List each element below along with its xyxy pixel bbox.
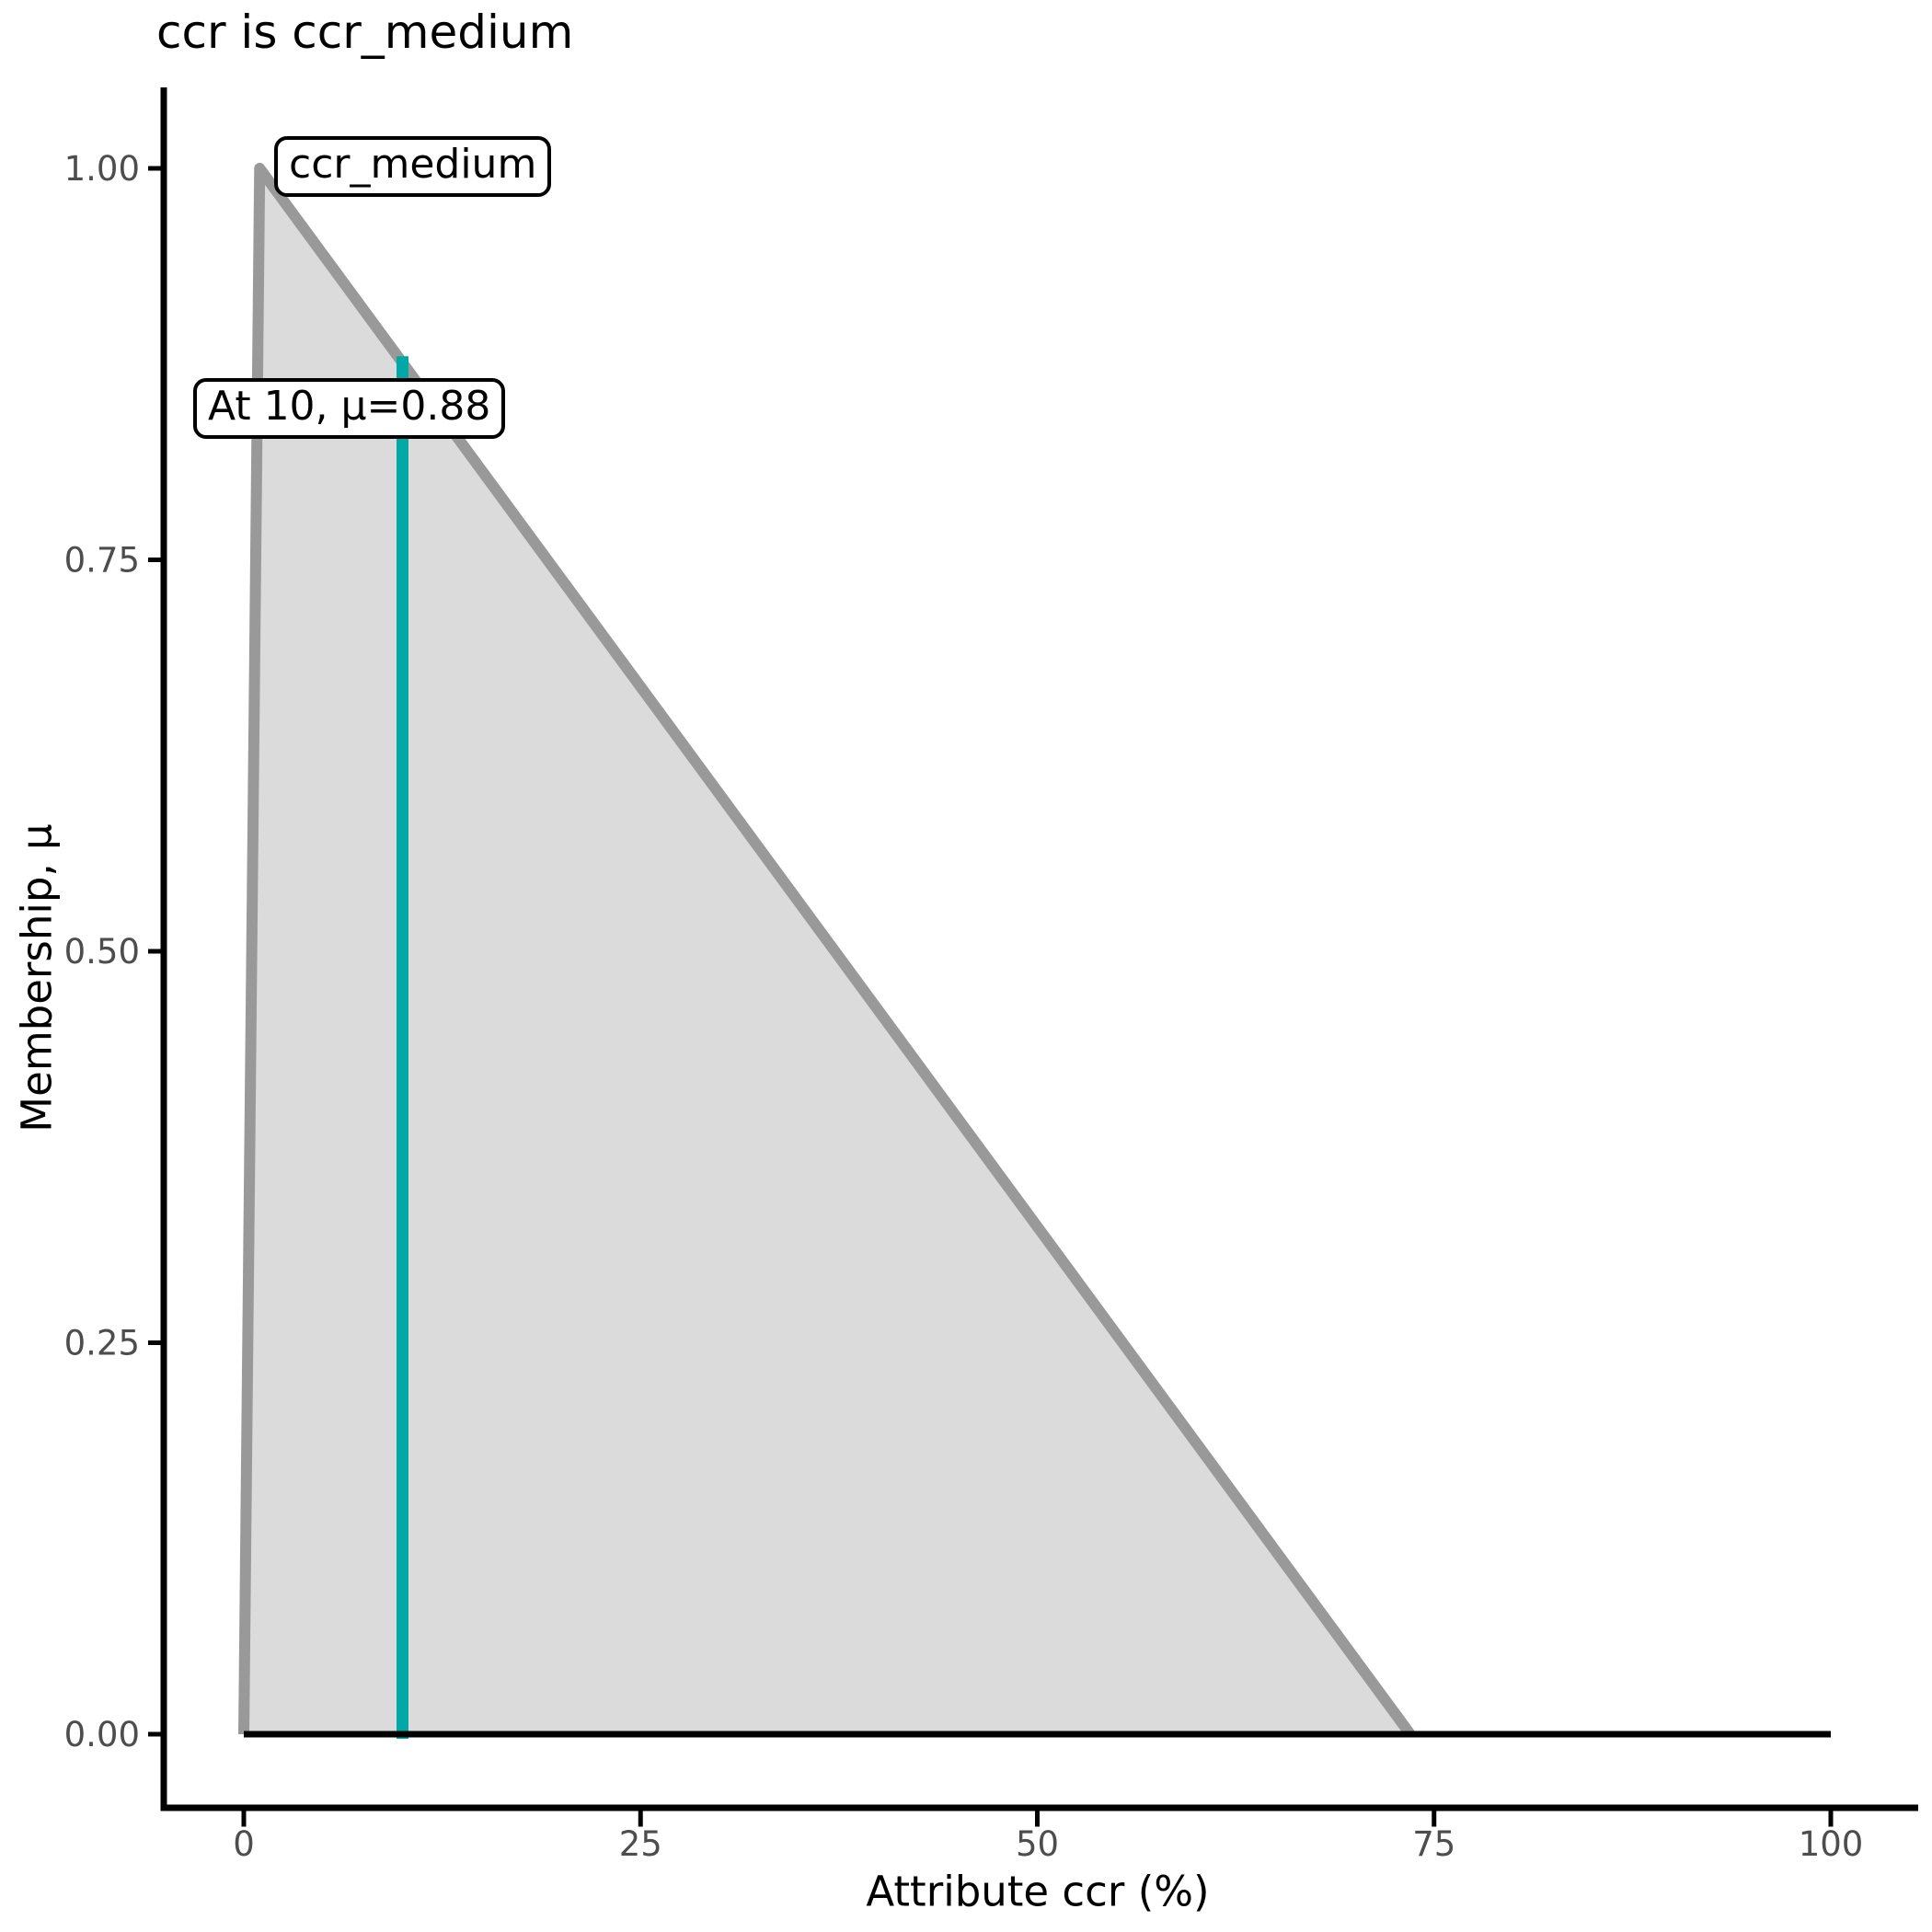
y-tick-label: 0.00 xyxy=(64,1715,140,1754)
x-tick-label: 75 xyxy=(1412,1824,1455,1864)
y-tick-label: 0.25 xyxy=(64,1324,140,1363)
y-tick-label: 0.50 xyxy=(64,932,140,972)
x-tick-label: 100 xyxy=(1799,1824,1864,1864)
membership-outline xyxy=(238,163,1415,1738)
set-name-annotation: ccr_medium xyxy=(274,136,552,197)
membership-value-annotation: At 10, μ=0.88 xyxy=(193,378,506,439)
y-tick-label: 1.00 xyxy=(64,149,140,189)
x-tick-label: 50 xyxy=(1016,1824,1059,1864)
plot-title: ccr is ccr_medium xyxy=(156,6,574,59)
x-axis-title: Attribute ccr (%) xyxy=(866,1867,1210,1916)
y-tick-label: 0.75 xyxy=(64,541,140,581)
y-axis-title: Membership, μ xyxy=(12,823,62,1133)
x-tick-label: 25 xyxy=(619,1824,662,1864)
x-tick-label: 0 xyxy=(233,1824,255,1864)
